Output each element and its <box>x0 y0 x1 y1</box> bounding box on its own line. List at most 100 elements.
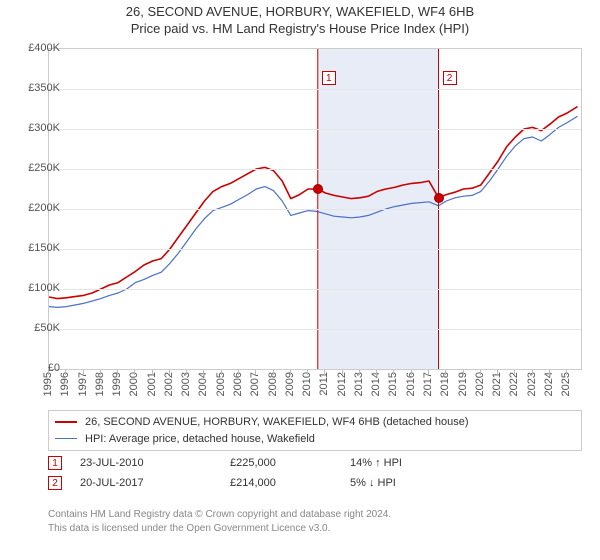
x-tick-mark <box>480 370 481 375</box>
legend-label: 26, SECOND AVENUE, HORBURY, WAKEFIELD, W… <box>85 414 469 431</box>
y-tick-label: £200K <box>12 202 60 214</box>
gridline-h <box>49 169 581 170</box>
sale-marker-box: 2 <box>48 476 62 490</box>
legend-swatch <box>55 438 77 439</box>
attribution-footer: Contains HM Land Registry data © Crown c… <box>48 508 582 535</box>
x-tick-mark <box>169 370 170 375</box>
series-line <box>49 107 578 299</box>
x-tick-label: 2007 <box>249 372 261 396</box>
x-tick-label: 2024 <box>543 372 555 396</box>
attribution-line-2: This data is licensed under the Open Gov… <box>48 522 582 536</box>
x-tick-mark <box>255 370 256 375</box>
x-tick-mark <box>186 370 187 375</box>
x-tick-mark <box>307 370 308 375</box>
x-tick-label: 2021 <box>491 372 503 396</box>
x-tick-mark <box>342 370 343 375</box>
marker-point <box>313 184 323 194</box>
sale-price: £225,000 <box>230 457 350 469</box>
chart-plot-area: 12 <box>48 48 582 370</box>
sale-row: 2 20-JUL-2017£214,0005% ↓ HPI <box>48 476 582 490</box>
x-tick-mark <box>100 370 101 375</box>
x-tick-mark <box>549 370 550 375</box>
y-tick-label: £250K <box>12 162 60 174</box>
chart-title-address: 26, SECOND AVENUE, HORBURY, WAKEFIELD, W… <box>0 4 600 21</box>
sale-date: 20-JUL-2017 <box>80 477 230 489</box>
x-tick-label: 2012 <box>336 372 348 396</box>
marker-label-box: 1 <box>322 71 336 85</box>
x-tick-mark <box>134 370 135 375</box>
x-tick-label: 1998 <box>94 372 106 396</box>
gridline-h <box>49 89 581 90</box>
sales-table: 1 23-JUL-2010£225,00014% ↑ HPI 2 20-JUL-201… <box>48 456 582 496</box>
x-tick-label: 2003 <box>180 372 192 396</box>
y-tick-label: £400K <box>12 42 60 54</box>
x-tick-label: 2013 <box>353 372 365 396</box>
x-tick-label: 2020 <box>474 372 486 396</box>
sale-price: £214,000 <box>230 477 350 489</box>
x-tick-mark <box>514 370 515 375</box>
x-tick-label: 2005 <box>215 372 227 396</box>
x-tick-mark <box>65 370 66 375</box>
x-tick-label: 2025 <box>560 372 572 396</box>
x-tick-label: 2000 <box>128 372 140 396</box>
x-tick-mark <box>393 370 394 375</box>
x-tick-mark <box>203 370 204 375</box>
x-tick-label: 2008 <box>267 372 279 396</box>
legend-row: 26, SECOND AVENUE, HORBURY, WAKEFIELD, W… <box>55 414 575 431</box>
x-tick-mark <box>428 370 429 375</box>
x-tick-mark <box>273 370 274 375</box>
legend-label: HPI: Average price, detached house, Wake… <box>85 431 315 448</box>
marker-label-box: 2 <box>443 71 457 85</box>
x-tick-label: 2010 <box>301 372 313 396</box>
y-tick-label: £300K <box>12 122 60 134</box>
x-tick-mark <box>359 370 360 375</box>
x-tick-label: 1997 <box>77 372 89 396</box>
x-tick-label: 1996 <box>59 372 71 396</box>
x-tick-mark <box>290 370 291 375</box>
x-tick-mark <box>445 370 446 375</box>
x-tick-label: 1995 <box>42 372 54 396</box>
x-tick-mark <box>238 370 239 375</box>
chart-title-subtitle: Price paid vs. HM Land Registry's House … <box>0 21 600 38</box>
x-tick-mark <box>152 370 153 375</box>
x-tick-label: 2011 <box>318 372 330 396</box>
gridline-h <box>49 289 581 290</box>
x-tick-label: 1999 <box>111 372 123 396</box>
x-tick-label: 2001 <box>146 372 158 396</box>
x-tick-label: 2023 <box>526 372 538 396</box>
chart-legend: 26, SECOND AVENUE, HORBURY, WAKEFIELD, W… <box>48 410 582 451</box>
x-tick-label: 2019 <box>457 372 469 396</box>
sale-diff: 14% ↑ HPI <box>350 457 470 469</box>
x-tick-label: 2022 <box>508 372 520 396</box>
x-tick-label: 2017 <box>422 372 434 396</box>
y-tick-label: £350K <box>12 82 60 94</box>
sale-marker-box: 1 <box>48 456 62 470</box>
x-tick-label: 2006 <box>232 372 244 396</box>
gridline-h <box>49 249 581 250</box>
sale-date: 23-JUL-2010 <box>80 457 230 469</box>
x-tick-mark <box>376 370 377 375</box>
gridline-h <box>49 129 581 130</box>
chart-title-block: 26, SECOND AVENUE, HORBURY, WAKEFIELD, W… <box>0 0 600 38</box>
y-tick-label: £100K <box>12 282 60 294</box>
marker-point <box>434 193 444 203</box>
x-tick-label: 2014 <box>370 372 382 396</box>
x-tick-mark <box>411 370 412 375</box>
sale-row: 1 23-JUL-2010£225,00014% ↑ HPI <box>48 456 582 470</box>
x-tick-mark <box>532 370 533 375</box>
x-tick-label: 2002 <box>163 372 175 396</box>
x-tick-label: 2009 <box>284 372 296 396</box>
series-line <box>49 116 578 307</box>
sale-diff: 5% ↓ HPI <box>350 477 470 489</box>
x-tick-mark <box>463 370 464 375</box>
x-tick-mark <box>83 370 84 375</box>
y-tick-label: £50K <box>12 322 60 334</box>
x-tick-label: 2016 <box>405 372 417 396</box>
x-tick-mark <box>324 370 325 375</box>
gridline-h <box>49 209 581 210</box>
y-tick-label: £150K <box>12 242 60 254</box>
x-tick-mark <box>117 370 118 375</box>
x-tick-mark <box>48 370 49 375</box>
x-tick-mark <box>221 370 222 375</box>
x-tick-label: 2018 <box>439 372 451 396</box>
